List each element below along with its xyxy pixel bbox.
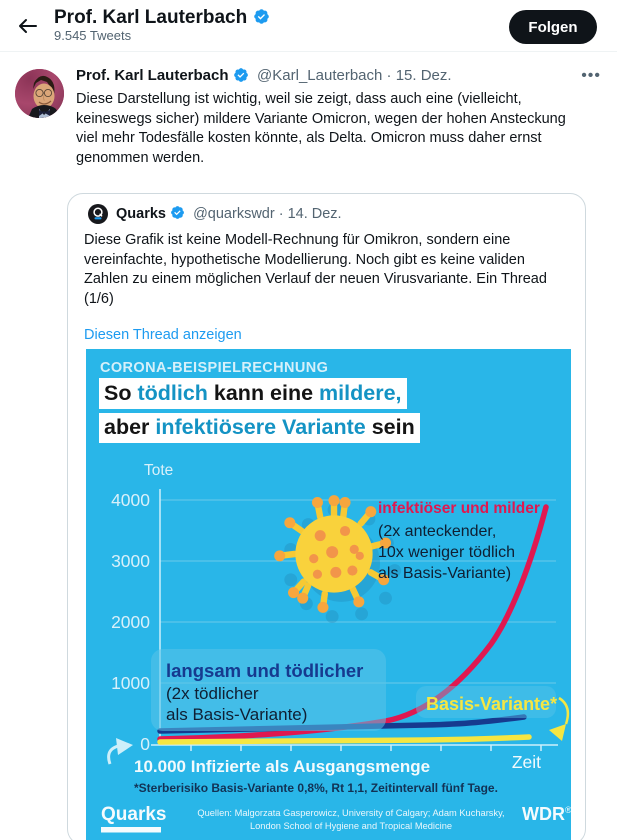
svg-text:Quellen: Malgorzata Gasperowic: Quellen: Malgorzata Gasperowicz, Univers… — [197, 808, 504, 818]
svg-text:*Sterberisiko Basis-Variante 0: *Sterberisiko Basis-Variante 0,8%, Rt 1,… — [134, 781, 498, 795]
svg-text:10.000 Infizierte als Ausgangs: 10.000 Infizierte als Ausgangsmenge — [134, 757, 430, 776]
svg-text:10x weniger tödlich: 10x weniger tödlich — [378, 544, 515, 561]
svg-text:2000: 2000 — [111, 612, 150, 632]
svg-text:Basis-Variante*: Basis-Variante* — [426, 694, 557, 714]
svg-text:0: 0 — [140, 734, 150, 754]
svg-text:als Basis-Variante): als Basis-Variante) — [166, 705, 307, 724]
svg-text:®: ® — [565, 805, 571, 815]
svg-text:(2x anteckender,: (2x anteckender, — [378, 523, 496, 540]
svg-text:3000: 3000 — [111, 551, 150, 571]
svg-text:WDR: WDR — [522, 804, 565, 824]
svg-text:Tote: Tote — [144, 462, 173, 479]
svg-text:Quarks: Quarks — [101, 804, 166, 825]
svg-text:Zeit: Zeit — [512, 752, 541, 772]
svg-text:als Basis-Variante): als Basis-Variante) — [378, 565, 511, 582]
svg-text:4000: 4000 — [111, 490, 150, 510]
svg-text:langsam und tödlicher: langsam und tödlicher — [166, 660, 363, 681]
svg-text:1000: 1000 — [111, 673, 150, 693]
svg-text:(2x tödlicher: (2x tödlicher — [166, 684, 259, 703]
svg-text:infektiöser und milder: infektiöser und milder — [378, 500, 540, 517]
svg-text:London School of Hygiene and T: London School of Hygiene and Tropical Me… — [250, 821, 452, 831]
